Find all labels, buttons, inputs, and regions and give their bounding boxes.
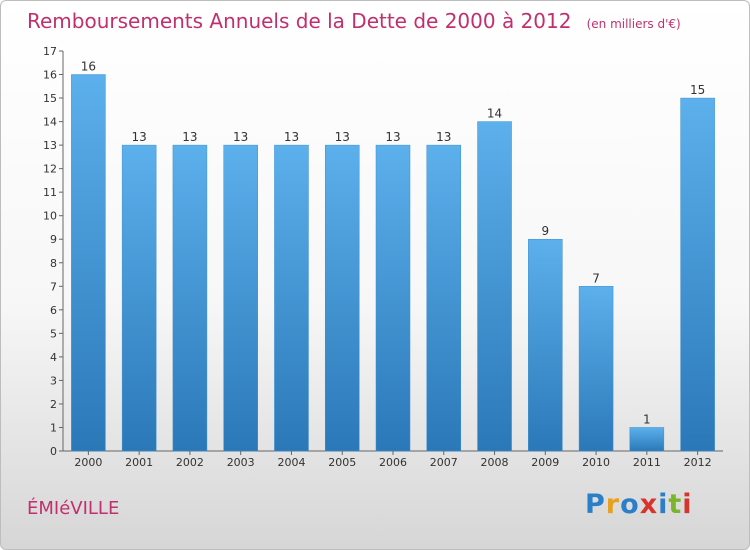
y-tick-label: 11 <box>43 186 57 199</box>
bar-2002 <box>172 144 208 452</box>
bar-2004 <box>274 144 309 452</box>
x-axis-ticks: 2000 2001 2002 2003 2004 2005 2006 2007 2008 2009… <box>74 451 712 469</box>
x-tick-label-2008: 2008 <box>481 456 509 469</box>
y-tick-label: 0 <box>50 445 57 458</box>
logo-letter: x <box>639 489 659 520</box>
y-tick-label: 4 <box>50 351 57 364</box>
bar-2012 <box>680 97 715 452</box>
x-tick-label-2003: 2003 <box>227 456 255 469</box>
bar-2007 <box>426 144 462 452</box>
y-tick-label: 10 <box>43 210 57 223</box>
x-tick-label-2010: 2010 <box>582 456 610 469</box>
bar-2011 <box>629 427 665 452</box>
bar-2009 <box>528 238 563 452</box>
unit-note: (en milliers d'€) <box>586 17 681 31</box>
x-tick-label-2007: 2007 <box>430 456 458 469</box>
bars-group: 16 13 13 13 13 13 13 13 14 9 7 1 15 <box>71 60 715 452</box>
x-tick-label-2005: 2005 <box>328 456 356 469</box>
data-label-2005: 13 <box>335 130 350 144</box>
y-tick-label: 6 <box>50 304 57 317</box>
data-label-2007: 13 <box>436 130 451 144</box>
y-tick-label: 1 <box>50 421 57 434</box>
y-tick-label: 2 <box>50 398 57 411</box>
bar-2000 <box>71 74 106 452</box>
bar-2010 <box>578 286 614 452</box>
x-tick-label-2011: 2011 <box>633 456 661 469</box>
y-tick-label: 13 <box>43 139 57 152</box>
bar-2003 <box>223 144 258 452</box>
logo-letter: P <box>585 489 606 520</box>
x-tick-label-2004: 2004 <box>277 456 305 469</box>
data-label-2006: 13 <box>385 130 400 144</box>
logo-letter: i <box>682 489 693 520</box>
bar-2001 <box>121 144 157 452</box>
logo-letter: o <box>620 489 640 520</box>
y-tick-label: 14 <box>43 116 57 129</box>
logo-letter: t <box>668 489 683 520</box>
data-label-2004: 13 <box>284 130 299 144</box>
data-label-2012: 15 <box>690 83 705 97</box>
y-tick-label: 16 <box>43 69 57 82</box>
title-text: Remboursements Annuels de la Dette de 20… <box>27 9 572 33</box>
city-name: ÉMIéVILLE <box>27 498 120 519</box>
bar-2006 <box>375 144 411 452</box>
y-tick-label: 15 <box>43 92 57 105</box>
y-tick-label: 17 <box>43 45 57 58</box>
x-tick-label-2012: 2012 <box>684 456 712 469</box>
data-label-2008: 14 <box>487 107 502 121</box>
y-tick-label: 3 <box>50 374 57 387</box>
x-tick-label-2009: 2009 <box>531 456 559 469</box>
data-label-2011: 1 <box>643 412 651 426</box>
data-label-2003: 13 <box>233 130 248 144</box>
logo-letter: i <box>658 489 669 520</box>
y-tick-label: 5 <box>50 327 57 340</box>
proxiti-logo: Proxiti <box>585 489 693 520</box>
data-label-2000: 16 <box>81 60 96 74</box>
x-tick-label-2000: 2000 <box>74 456 102 469</box>
y-tick-label: 12 <box>43 163 57 176</box>
x-tick-label-2006: 2006 <box>379 456 407 469</box>
x-tick-label-2002: 2002 <box>176 456 204 469</box>
chart-title: Remboursements Annuels de la Dette de 20… <box>27 9 681 33</box>
data-label-2010: 7 <box>592 271 600 285</box>
y-tick-label: 9 <box>50 233 57 246</box>
y-tick-label: 7 <box>50 280 57 293</box>
y-tick-label: 8 <box>50 257 57 270</box>
data-label-2002: 13 <box>182 130 197 144</box>
data-label-2009: 9 <box>541 224 549 238</box>
x-tick-label-2001: 2001 <box>125 456 153 469</box>
bar-2008 <box>477 121 512 452</box>
logo-letter: r <box>605 489 621 520</box>
bar-2005 <box>324 144 360 452</box>
data-label-2001: 13 <box>132 130 147 144</box>
